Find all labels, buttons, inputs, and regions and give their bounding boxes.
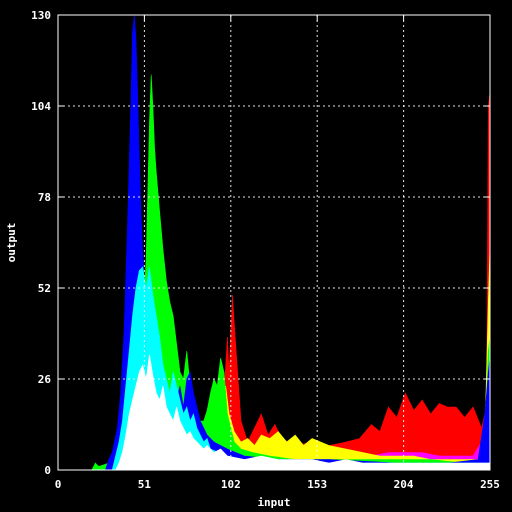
y-tick-label-1: 26 — [38, 373, 52, 386]
y-tick-label-2: 52 — [38, 282, 51, 295]
x-tick-label-0: 0 — [55, 478, 62, 491]
y-tick-label-4: 104 — [31, 100, 51, 113]
x-axis-label: input — [257, 496, 290, 509]
x-tick-label-3: 153 — [307, 478, 327, 491]
series-area-6 — [58, 354, 491, 471]
x-tick-label-1: 51 — [138, 478, 152, 491]
series-layer — [58, 14, 491, 471]
x-tick-label-2: 102 — [221, 478, 241, 491]
y-axis-label: output — [5, 223, 18, 263]
x-tick-label-4: 204 — [394, 478, 414, 491]
series-area-0 — [58, 91, 491, 471]
y-tick-label-3: 78 — [38, 191, 51, 204]
tick-layer: 0 51 102 153 204 255 0 26 52 78 104 130 — [31, 9, 500, 491]
grid-layer — [58, 15, 490, 470]
y-tick-label-0: 0 — [44, 464, 51, 477]
y-tick-label-5: 130 — [31, 9, 51, 22]
plot-frame — [57, 14, 491, 471]
x-tick-label-5: 255 — [480, 478, 500, 491]
